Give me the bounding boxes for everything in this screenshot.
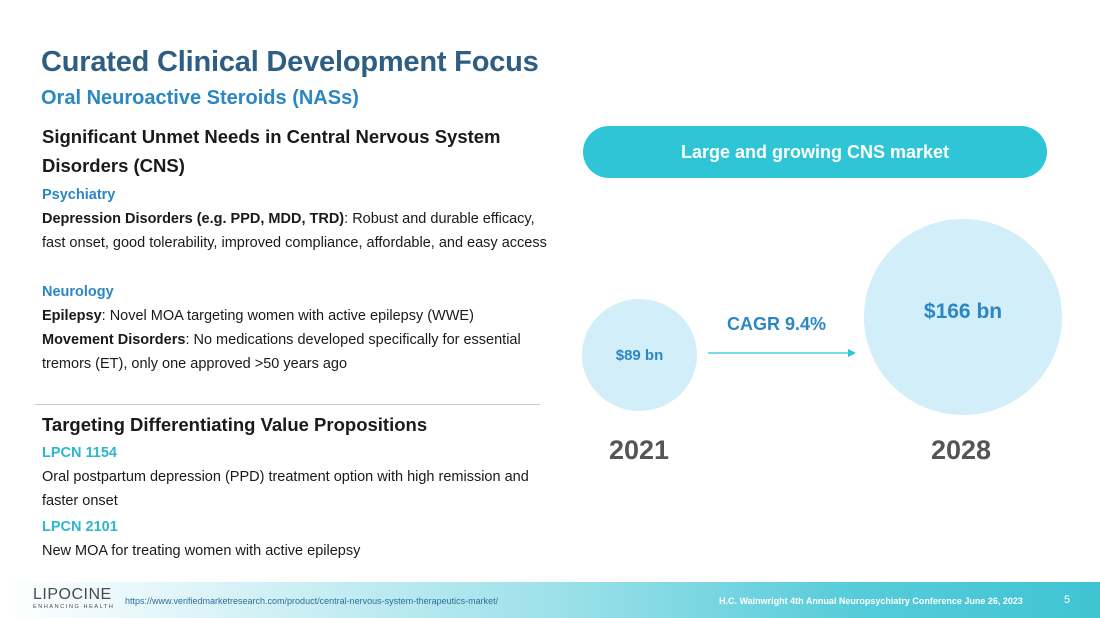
year-2021-label: 2021: [609, 435, 670, 465]
footer-bar: LIPOCINE ENHANCING HEALTH https://www.ve…: [0, 582, 1100, 618]
depression-desc: : Robust and durable efficacy, fast onse…: [42, 211, 547, 251]
year-2028-label: 2028: [931, 435, 992, 465]
movement-item: Movement Disorders: No medications devel…: [42, 328, 552, 376]
slide-subtitle: Oral Neuroactive Steroids (NASs): [41, 87, 359, 109]
unmet-needs-section: Significant Unmet Needs in Central Nervo…: [42, 122, 552, 376]
value-props-heading: Targeting Differentiating Value Proposit…: [42, 414, 428, 435]
slide-title: Curated Clinical Development Focus: [41, 46, 539, 78]
market-2021-value: $89 bn: [615, 346, 664, 364]
market-2028-bubble: $166 bn: [864, 219, 1062, 415]
section-divider: [35, 404, 540, 405]
value-props-section: Targeting Differentiating Value Proposit…: [42, 410, 562, 563]
conference-label: H.C. Wainwright 4th Annual Neuropsychiat…: [719, 596, 1023, 606]
unmet-needs-heading: Significant Unmet Needs in Central Nervo…: [42, 126, 501, 176]
logo-tagline: ENHANCING HEALTH: [33, 604, 115, 610]
movement-desc: : No medications developed specifically …: [42, 332, 521, 372]
depression-item: Depression Disorders (e.g. PPD, MDD, TRD…: [42, 207, 552, 255]
movement-term: Movement Disorders: [42, 332, 186, 348]
epilepsy-term: Epilepsy: [42, 308, 102, 324]
market-2028-value: $166 bn: [923, 300, 1003, 323]
growth-arrow-icon: [708, 349, 856, 357]
market-2021-bubble: $89 bn: [582, 299, 697, 411]
product-name-2101: LPCN 2101: [42, 519, 118, 535]
psychiatry-label: Psychiatry: [42, 187, 116, 203]
depression-term: Depression Disorders (e.g. PPD, MDD, TRD…: [42, 211, 345, 227]
product-desc-2101: New MOA for treating women with active e…: [42, 543, 361, 559]
source-citation: https://www.verifiedmarketresearch.com/p…: [125, 596, 499, 606]
page-number: 5: [1064, 594, 1071, 606]
epilepsy-item: Epilepsy: Novel MOA targeting women with…: [42, 304, 552, 328]
company-logo: LIPOCINE ENHANCING HEALTH: [33, 586, 114, 611]
product-desc-1154: Oral postpartum depression (PPD) treatme…: [42, 469, 529, 509]
neurology-label: Neurology: [42, 284, 114, 300]
cagr-label: CAGR 9.4%: [727, 314, 827, 334]
product-name-1154: LPCN 1154: [42, 445, 117, 461]
market-banner: Large and growing CNS market: [583, 126, 1047, 178]
epilepsy-desc: : Novel MOA targeting women with active …: [101, 308, 474, 324]
logo-wordmark: LIPOCINE: [33, 586, 112, 603]
